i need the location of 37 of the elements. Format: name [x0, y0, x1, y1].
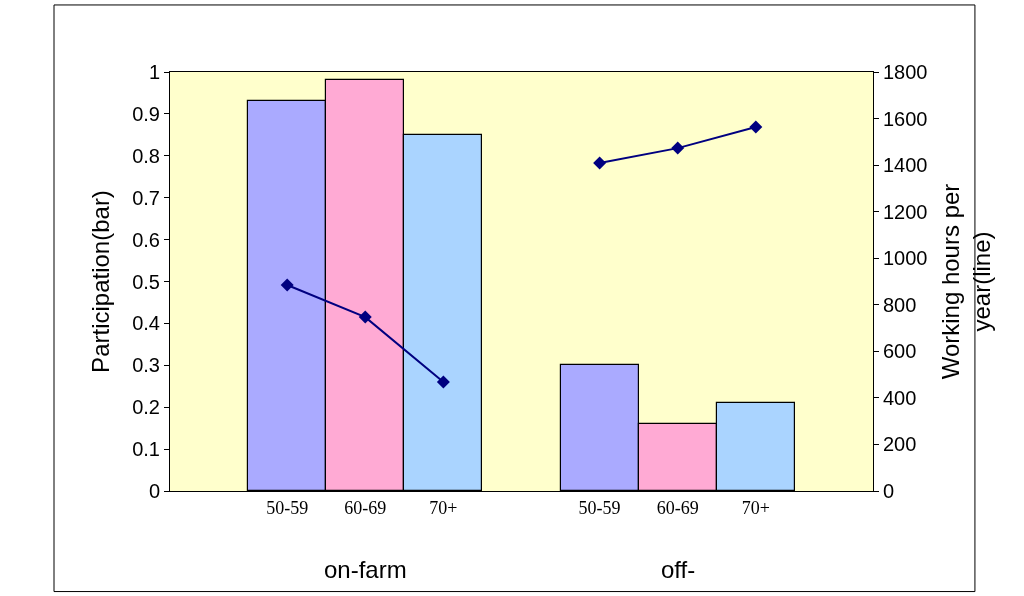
point — [358, 310, 372, 324]
y2-tick-label: 1400 — [883, 154, 928, 177]
y-tick-label: 0.8 — [132, 144, 160, 167]
y2-axis-title: Working hours per year(line) — [936, 183, 995, 380]
y2-tick-label: 200 — [883, 433, 917, 456]
y-tick-label: 0.4 — [132, 312, 160, 335]
point — [671, 141, 685, 155]
x-tick-label: 60-69 — [656, 497, 699, 518]
x-tick-label: 70+ — [429, 497, 458, 518]
point — [749, 120, 763, 134]
y2-tick-label: 1000 — [883, 247, 928, 270]
y-tick-label: 1 — [148, 61, 160, 83]
x-tick-label: 60-69 — [344, 497, 387, 518]
text: on-farm — [324, 556, 407, 583]
y2-tick-label: 1600 — [883, 107, 928, 130]
y-tick-label: 0.7 — [132, 186, 160, 209]
y-tick-label: 0 — [148, 480, 160, 502]
y2-tick-label: 1200 — [883, 200, 928, 223]
y-tick-label: 0.2 — [132, 396, 160, 419]
y-tick-label: 0.9 — [132, 102, 160, 125]
y-tick-label: 0.5 — [132, 270, 160, 293]
y-axis-title: Participation(bar) — [87, 190, 115, 373]
y2-tick-label: 1800 — [883, 61, 928, 83]
text: off- — [661, 556, 696, 583]
y2-tick-label: 0 — [883, 480, 895, 502]
y-tick-label: 0.1 — [132, 438, 160, 461]
point — [280, 278, 294, 292]
x-tick-label: 50-59 — [578, 497, 621, 518]
point — [436, 375, 450, 389]
x-tick-label: 70+ — [741, 497, 770, 518]
y-tick-label: 0.3 — [132, 354, 160, 377]
x-tick-label: 50-59 — [266, 497, 309, 518]
y2-tick-label: 800 — [883, 293, 917, 316]
point — [593, 156, 607, 170]
y2-tick-label: 600 — [883, 340, 917, 363]
y-tick-label: 0.6 — [132, 228, 160, 251]
y2-tick-label: 400 — [883, 386, 917, 409]
